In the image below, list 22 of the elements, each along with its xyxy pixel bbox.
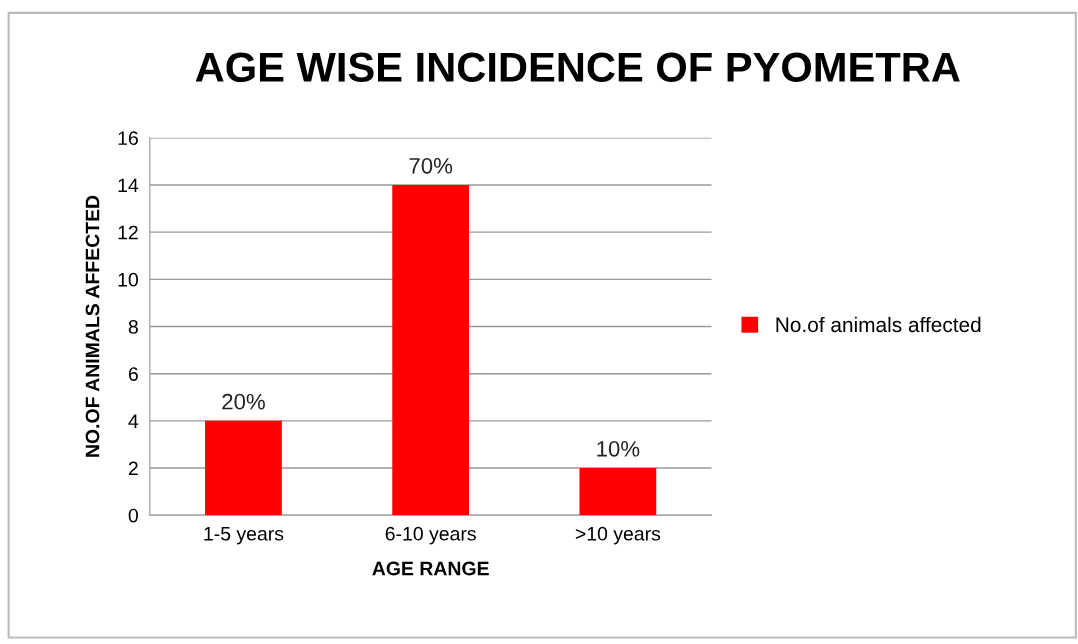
bar <box>579 468 657 516</box>
legend-label: No.of animals affected <box>776 316 981 333</box>
x-tick-label: 1-5 years <box>204 527 284 545</box>
y-tick-label: 14 <box>118 178 139 193</box>
x-axis-title: AGE RANGE <box>372 561 489 576</box>
y-tick-label: 10 <box>118 272 138 287</box>
annotation: 10% <box>597 440 640 457</box>
x-tick-label: >10 years <box>575 526 661 545</box>
y-tick-label: 12 <box>118 225 138 240</box>
y-tick-label: 4 <box>128 414 139 428</box>
y-axis-title: NO.OF ANIMALS AFFECTED <box>85 195 100 457</box>
annotation: 20% <box>222 393 265 410</box>
y-tick-label: 2 <box>128 461 138 476</box>
bar <box>205 420 282 516</box>
y-tick-label: 6 <box>128 367 138 381</box>
x-tick-label: 6-10 years <box>385 526 476 545</box>
annotation: 70% <box>409 157 453 174</box>
y-tick-label: 16 <box>118 131 138 146</box>
y-tick-label: 8 <box>128 319 138 334</box>
bar <box>392 184 470 516</box>
chart-title: AGE WISE INCIDENCE OF PYOMETRA <box>195 52 960 83</box>
y-tick-label: 0 <box>128 508 138 523</box>
